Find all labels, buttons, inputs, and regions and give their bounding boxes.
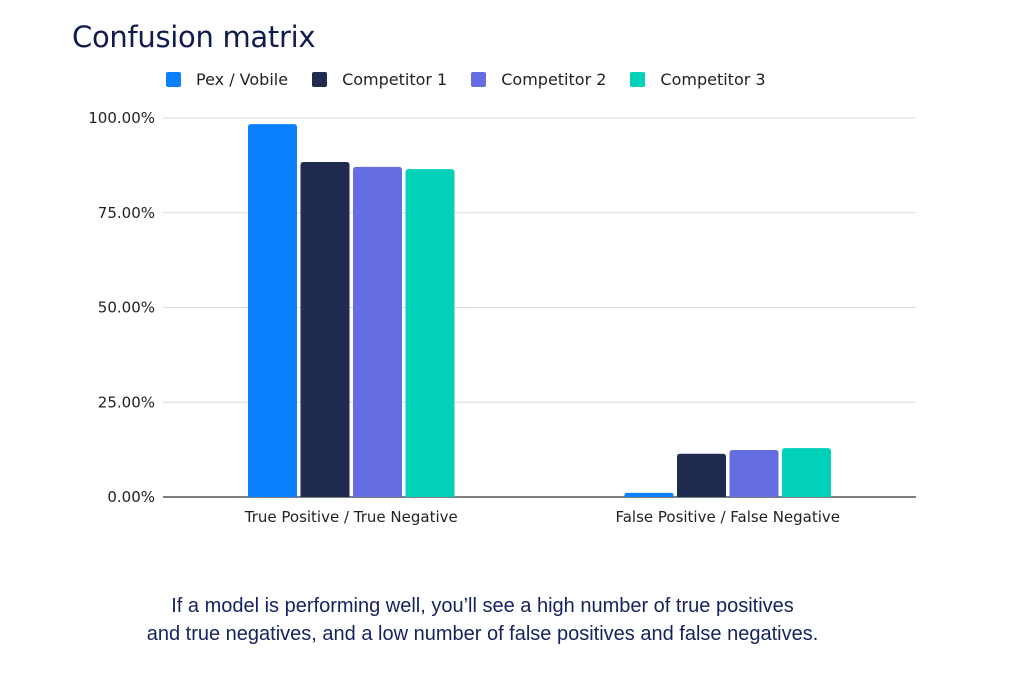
y-tick-label: 100.00% (88, 109, 155, 127)
x-tick-label: False Positive / False Negative (615, 508, 840, 526)
x-tick-label: True Positive / True Negative (244, 508, 458, 526)
bar-competitor-1-tp-tn (300, 161, 350, 498)
caption-line-1: If a model is performing well, you’ll se… (171, 595, 794, 617)
chart-title: Confusion matrix (72, 20, 316, 54)
caption: If a model is performing well, you’ll se… (0, 592, 965, 648)
bar-pex-vobile-fp-fn (624, 492, 674, 497)
legend: Pex / Vobile Competitor 1 Competitor 2 C… (166, 70, 790, 89)
caption-line-2: and true negatives, and a low number of … (146, 623, 819, 645)
legend-label: Competitor 3 (660, 70, 766, 89)
legend-swatch (471, 72, 487, 87)
legend-swatch (312, 72, 328, 87)
y-tick-label: 50.00% (98, 299, 155, 317)
bar-competitor-3-fp-fn (782, 448, 831, 497)
bar-competitor-2-fp-fn (729, 450, 779, 497)
bar-competitor-1-fp-fn (677, 453, 726, 497)
chart-plot: 0.00% 25.00% 50.00% 75.00% 100.00% True Posit… (88, 109, 916, 526)
bar-pex-vobile-tp-tn (248, 124, 297, 498)
legend-label: Pex / Vobile (196, 70, 289, 89)
y-tick-label: 75.00% (98, 204, 155, 222)
bar-competitor-3-tp-tn (405, 169, 455, 498)
legend-item-pex-vobile: Pex / Vobile (166, 70, 288, 89)
legend-swatch (166, 72, 181, 87)
bar-competitor-2-tp-tn (353, 166, 402, 498)
legend-label: Competitor 2 (501, 70, 607, 89)
legend-swatch (630, 72, 646, 87)
legend-item-competitor-1: Competitor 1 (312, 70, 447, 89)
legend-item-competitor-2: Competitor 2 (471, 70, 606, 89)
y-tick-label: 0.00% (107, 488, 155, 506)
y-tick-label: 25.00% (98, 393, 155, 411)
legend-item-competitor-3: Competitor 3 (630, 70, 766, 89)
legend-label: Competitor 1 (342, 70, 448, 89)
